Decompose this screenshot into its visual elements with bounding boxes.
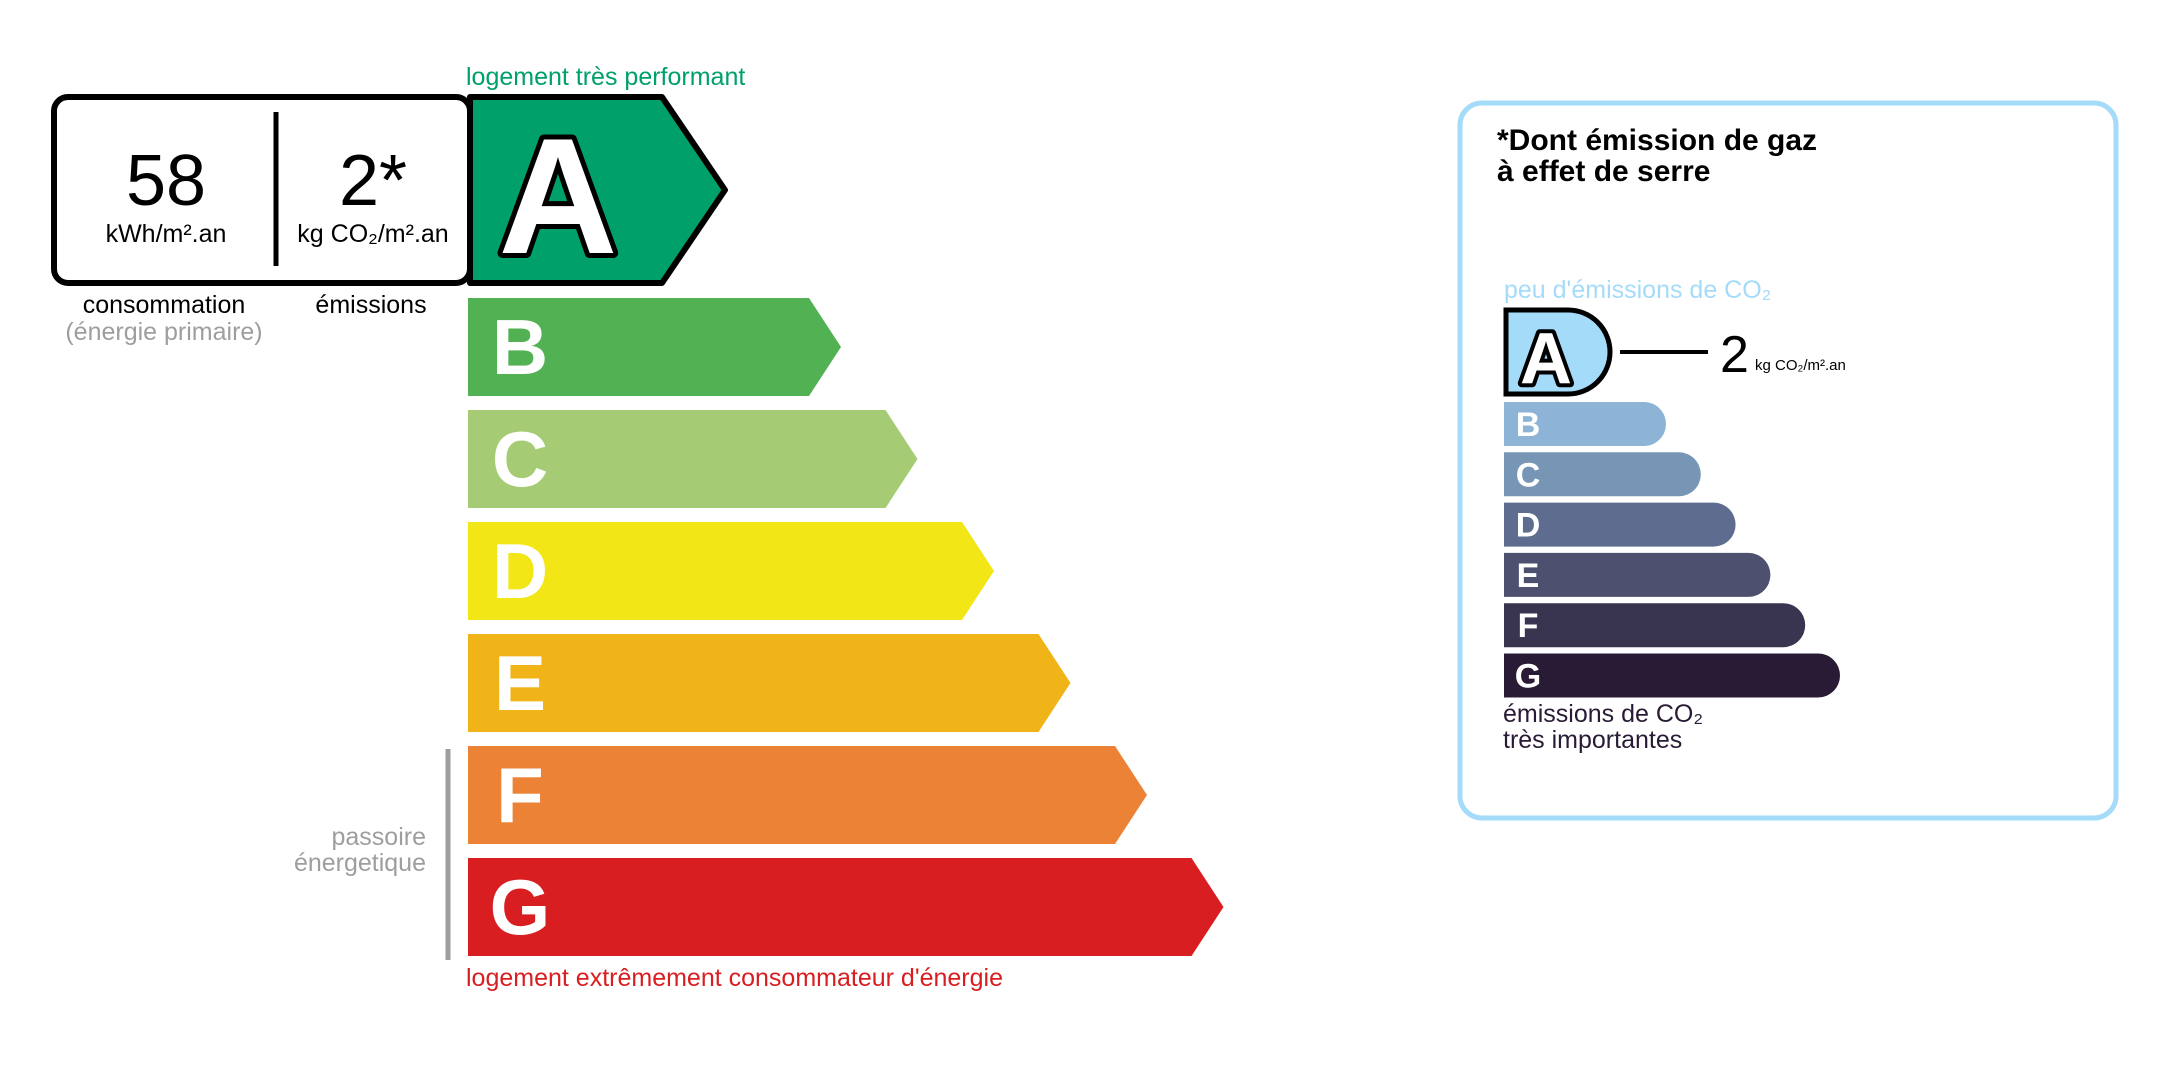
ges-bar-f xyxy=(1504,603,1806,648)
ges-bar-g xyxy=(1504,653,1841,698)
dpe-bar-b xyxy=(468,298,841,396)
value-box xyxy=(51,94,473,286)
dpe-current-class-arrow xyxy=(467,94,728,286)
ges-bar-d xyxy=(1504,502,1736,547)
ges-bar-e xyxy=(1504,552,1771,597)
dpe-bar-c xyxy=(468,410,918,508)
dpe-bar-letter: F xyxy=(496,751,544,839)
ges-current-class-letter: A xyxy=(1520,319,1572,399)
dpe-bottom-label: logement extrêmement consommateur d'éner… xyxy=(466,964,1003,992)
dpe-bar-letter: B xyxy=(492,303,548,391)
dpe-bar-d xyxy=(468,522,994,620)
dpe-bar-letter: C xyxy=(492,415,548,503)
ges-bar-b xyxy=(1504,402,1666,446)
consumption-unit: kWh/m².an xyxy=(106,220,227,248)
dpe-bar-letter: D xyxy=(492,527,548,615)
consumption-label: consommation xyxy=(83,291,246,319)
dpe-bar-e xyxy=(468,634,1071,732)
ges-bar-letter: D xyxy=(1516,507,1541,545)
consumption-sublabel: (énergie primaire) xyxy=(65,318,262,346)
ges-panel: *Dont émission de gaz à effet de serre p… xyxy=(1457,100,2119,821)
ges-bottom-label-1: émissions de CO₂ xyxy=(1503,700,1703,728)
ges-top-label: peu d'émissions de CO₂ xyxy=(1504,276,1771,304)
emission-value: 2* xyxy=(339,141,407,221)
ges-bar-letter: C xyxy=(1516,456,1541,494)
ges-bar-letter: E xyxy=(1517,557,1540,595)
ges-title-2: à effet de serre xyxy=(1497,155,1710,188)
emission-label: émissions xyxy=(315,291,426,319)
ges-bar-letter: G xyxy=(1515,658,1541,696)
ges-value: 2 xyxy=(1720,326,1749,384)
emission-unit: kg CO₂/m².an xyxy=(297,220,448,248)
ges-title-1: *Dont émission de gaz xyxy=(1497,124,1817,157)
dpe-current-class-letter: A xyxy=(498,104,617,288)
ges-current-class-marker xyxy=(1503,307,1613,397)
dpe-bar-letter: G xyxy=(490,863,551,951)
passoire-label-2: énergetique xyxy=(294,849,426,877)
ges-bottom-label-2: très importantes xyxy=(1503,726,1682,754)
dpe-bar-f xyxy=(468,746,1147,844)
ges-bar-letter: F xyxy=(1518,607,1539,645)
dpe-top-label: logement très performant xyxy=(466,63,745,91)
ges-unit: kg CO₂/m².an xyxy=(1755,357,1846,374)
dpe-bar-g xyxy=(468,858,1224,956)
ges-bar-c xyxy=(1504,452,1701,497)
ges-bar-letter: B xyxy=(1516,406,1541,444)
consumption-value: 58 xyxy=(126,141,206,221)
dpe-bar-letter: E xyxy=(494,639,546,727)
passoire-label-1: passoire xyxy=(332,823,427,851)
